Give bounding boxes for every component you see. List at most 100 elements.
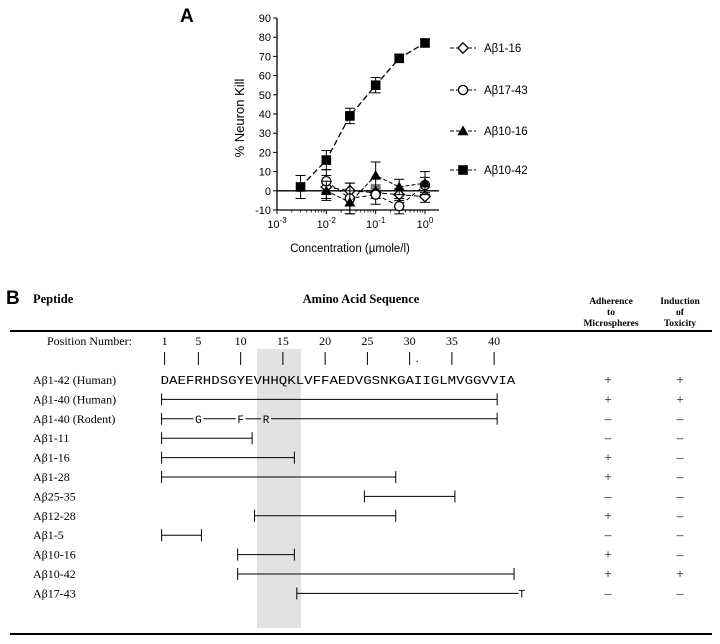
header-toxicity: Induction of Toxicity: [660, 297, 700, 329]
toxicity-value: +: [676, 566, 683, 581]
toxicity-value: –: [676, 430, 684, 445]
adherence-value: +: [604, 566, 611, 581]
y-tick-label: 30: [259, 128, 271, 140]
y-tick-label: 80: [259, 32, 271, 44]
y-tick-label: 50: [259, 90, 271, 102]
x-tick-label: 10-1: [366, 216, 386, 231]
toxicity-value: –: [676, 527, 684, 542]
plot-marks: [295, 38, 432, 215]
header-toxicity-line3: Toxicity: [664, 319, 697, 329]
data-point: [295, 182, 306, 192]
series-line: [326, 180, 426, 207]
header-peptide: Peptide: [33, 292, 74, 306]
x-tick-exponent: -2: [329, 216, 337, 225]
y-tick-label: 90: [259, 13, 271, 25]
toxicity-value: –: [676, 547, 684, 562]
substitution-letter: G: [195, 415, 202, 427]
table-row: Aβ10-42 + +: [33, 566, 684, 581]
table-row: Aβ1-16 + –: [33, 450, 684, 465]
legend-label: Aβ17-43: [484, 85, 528, 97]
y-tick-label: 20: [259, 147, 271, 159]
toxicity-value: –: [676, 450, 684, 465]
panel-b: B Peptide Amino Acid Sequence Adherence …: [6, 288, 712, 635]
header-toxicity-line1: Induction: [660, 297, 700, 307]
legend-entry: Aβ10-42: [450, 165, 528, 177]
peptide-name: Aβ17-43: [33, 586, 76, 600]
x-tick-exponent: -1: [378, 216, 386, 225]
x-tick-base: 10: [267, 219, 279, 231]
header-toxicity-line2: of: [676, 308, 685, 318]
position-dot: .: [416, 351, 419, 365]
table-row: Aβ12-28 + –: [33, 508, 684, 523]
bar-end-mark: T: [519, 589, 526, 601]
position-numbers: 1 5 10 15 20 25 30 35 40.: [162, 334, 500, 365]
legend-entry: Aβ10-16: [450, 125, 528, 138]
x-tick-exponent: -3: [280, 216, 288, 225]
header-adherence: Adherence to Microspheres: [583, 297, 638, 329]
x-tick-label: 10-3: [267, 216, 287, 231]
data-point: [370, 189, 381, 200]
header-adherence-line3: Microspheres: [583, 319, 638, 329]
toxicity-value: –: [676, 469, 684, 484]
position-label: Position Number:: [47, 334, 132, 348]
panel-b-letter: B: [6, 288, 20, 309]
data-point: [320, 185, 332, 195]
legend-marker: [457, 125, 469, 136]
header-adherence-line1: Adherence: [589, 297, 633, 307]
table-row: Aβ1-11 – –: [33, 430, 684, 445]
peptide-name: Aβ25-35: [33, 489, 76, 503]
shaded-region: [257, 349, 301, 628]
x-tick-base: 10: [366, 219, 378, 231]
panel-a-letter: A: [180, 6, 194, 27]
toxicity-value: –: [676, 488, 684, 503]
legend-marker: [458, 165, 468, 175]
header-sequence: Amino Acid Sequence: [303, 292, 420, 306]
adherence-value: –: [604, 411, 612, 426]
adherence-value: +: [604, 547, 611, 562]
toxicity-value: +: [676, 391, 683, 406]
table-row: Aβ1-5 – –: [33, 527, 684, 542]
sequence-text: DAEFRHDSGYEVHHQKLVFFAEDVGSNKGAIIGLMVGGVV…: [161, 375, 516, 388]
substitution-letter: F: [237, 415, 244, 427]
peptide-name: Aβ1-11: [33, 431, 69, 445]
legend: Aβ1-16 Aβ17-43 Aβ10-16 Aβ10-42: [450, 41, 528, 177]
y-tick-label: 0: [265, 186, 271, 198]
series-3: [295, 38, 430, 199]
data-point: [393, 200, 405, 212]
x-axis-label: Concentration (µmole/l): [290, 243, 410, 255]
legend-label: Aβ1-16: [484, 43, 521, 55]
toxicity-value: –: [676, 411, 684, 426]
series-2: [320, 161, 431, 215]
x-tick-exponent: 0: [429, 216, 434, 225]
y-axis-label: % Neuron Kill: [232, 79, 247, 158]
data-point: [321, 155, 332, 165]
y-tick-label: -10: [255, 205, 271, 217]
x-tick-base: 10: [317, 219, 329, 231]
table-row: Aβ1-28 + –: [33, 469, 684, 484]
data-point: [419, 177, 431, 188]
position-number: 30: [404, 334, 416, 348]
peptide-name: Aβ1-16: [33, 451, 70, 465]
table-row: Aβ25-35 – –: [33, 488, 684, 503]
peptide-name: Aβ1-28: [33, 470, 70, 484]
data-point: [394, 53, 405, 64]
position-number: 10: [235, 334, 247, 348]
peptide-name: Aβ1-40 (Rodent): [33, 412, 115, 426]
adherence-value: +: [604, 391, 611, 406]
legend-entry: Aβ1-16: [450, 41, 521, 55]
position-number: 1: [162, 334, 168, 348]
adherence-value: +: [604, 450, 611, 465]
adherence-value: –: [604, 430, 612, 445]
table-row: Aβ1-40 (Rodent) G F R – –: [33, 411, 684, 427]
data-point: [420, 38, 430, 48]
y-tick-label: 40: [259, 109, 271, 121]
peptide-name: Aβ10-16: [33, 548, 76, 562]
table-row: Aβ1-40 (Human) + +: [33, 391, 684, 406]
data-point: [345, 111, 355, 121]
adherence-value: +: [604, 469, 611, 484]
position-number: 5: [195, 334, 201, 348]
toxicity-value: –: [676, 585, 684, 600]
position-number: 15: [277, 334, 289, 348]
adherence-value: –: [604, 488, 612, 503]
